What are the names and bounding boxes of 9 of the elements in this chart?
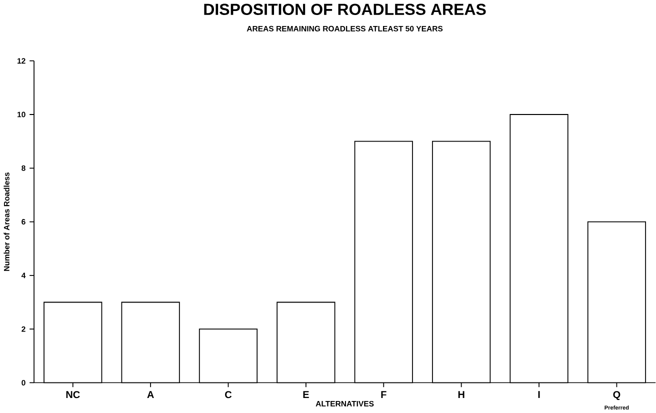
x-tick-label: Q (613, 390, 620, 400)
x-tick-label: C (225, 390, 232, 398)
x-tick-label: E (303, 390, 309, 398)
x-tick-label: A (147, 390, 154, 398)
x-tick-label: I (538, 390, 540, 398)
x-tick-label: H (458, 390, 464, 398)
x-tick-label: NC (66, 390, 80, 398)
chart-title: DISPOSITION OF ROADLESS AREAS (204, 4, 486, 15)
x-tick-label: F (381, 390, 386, 398)
